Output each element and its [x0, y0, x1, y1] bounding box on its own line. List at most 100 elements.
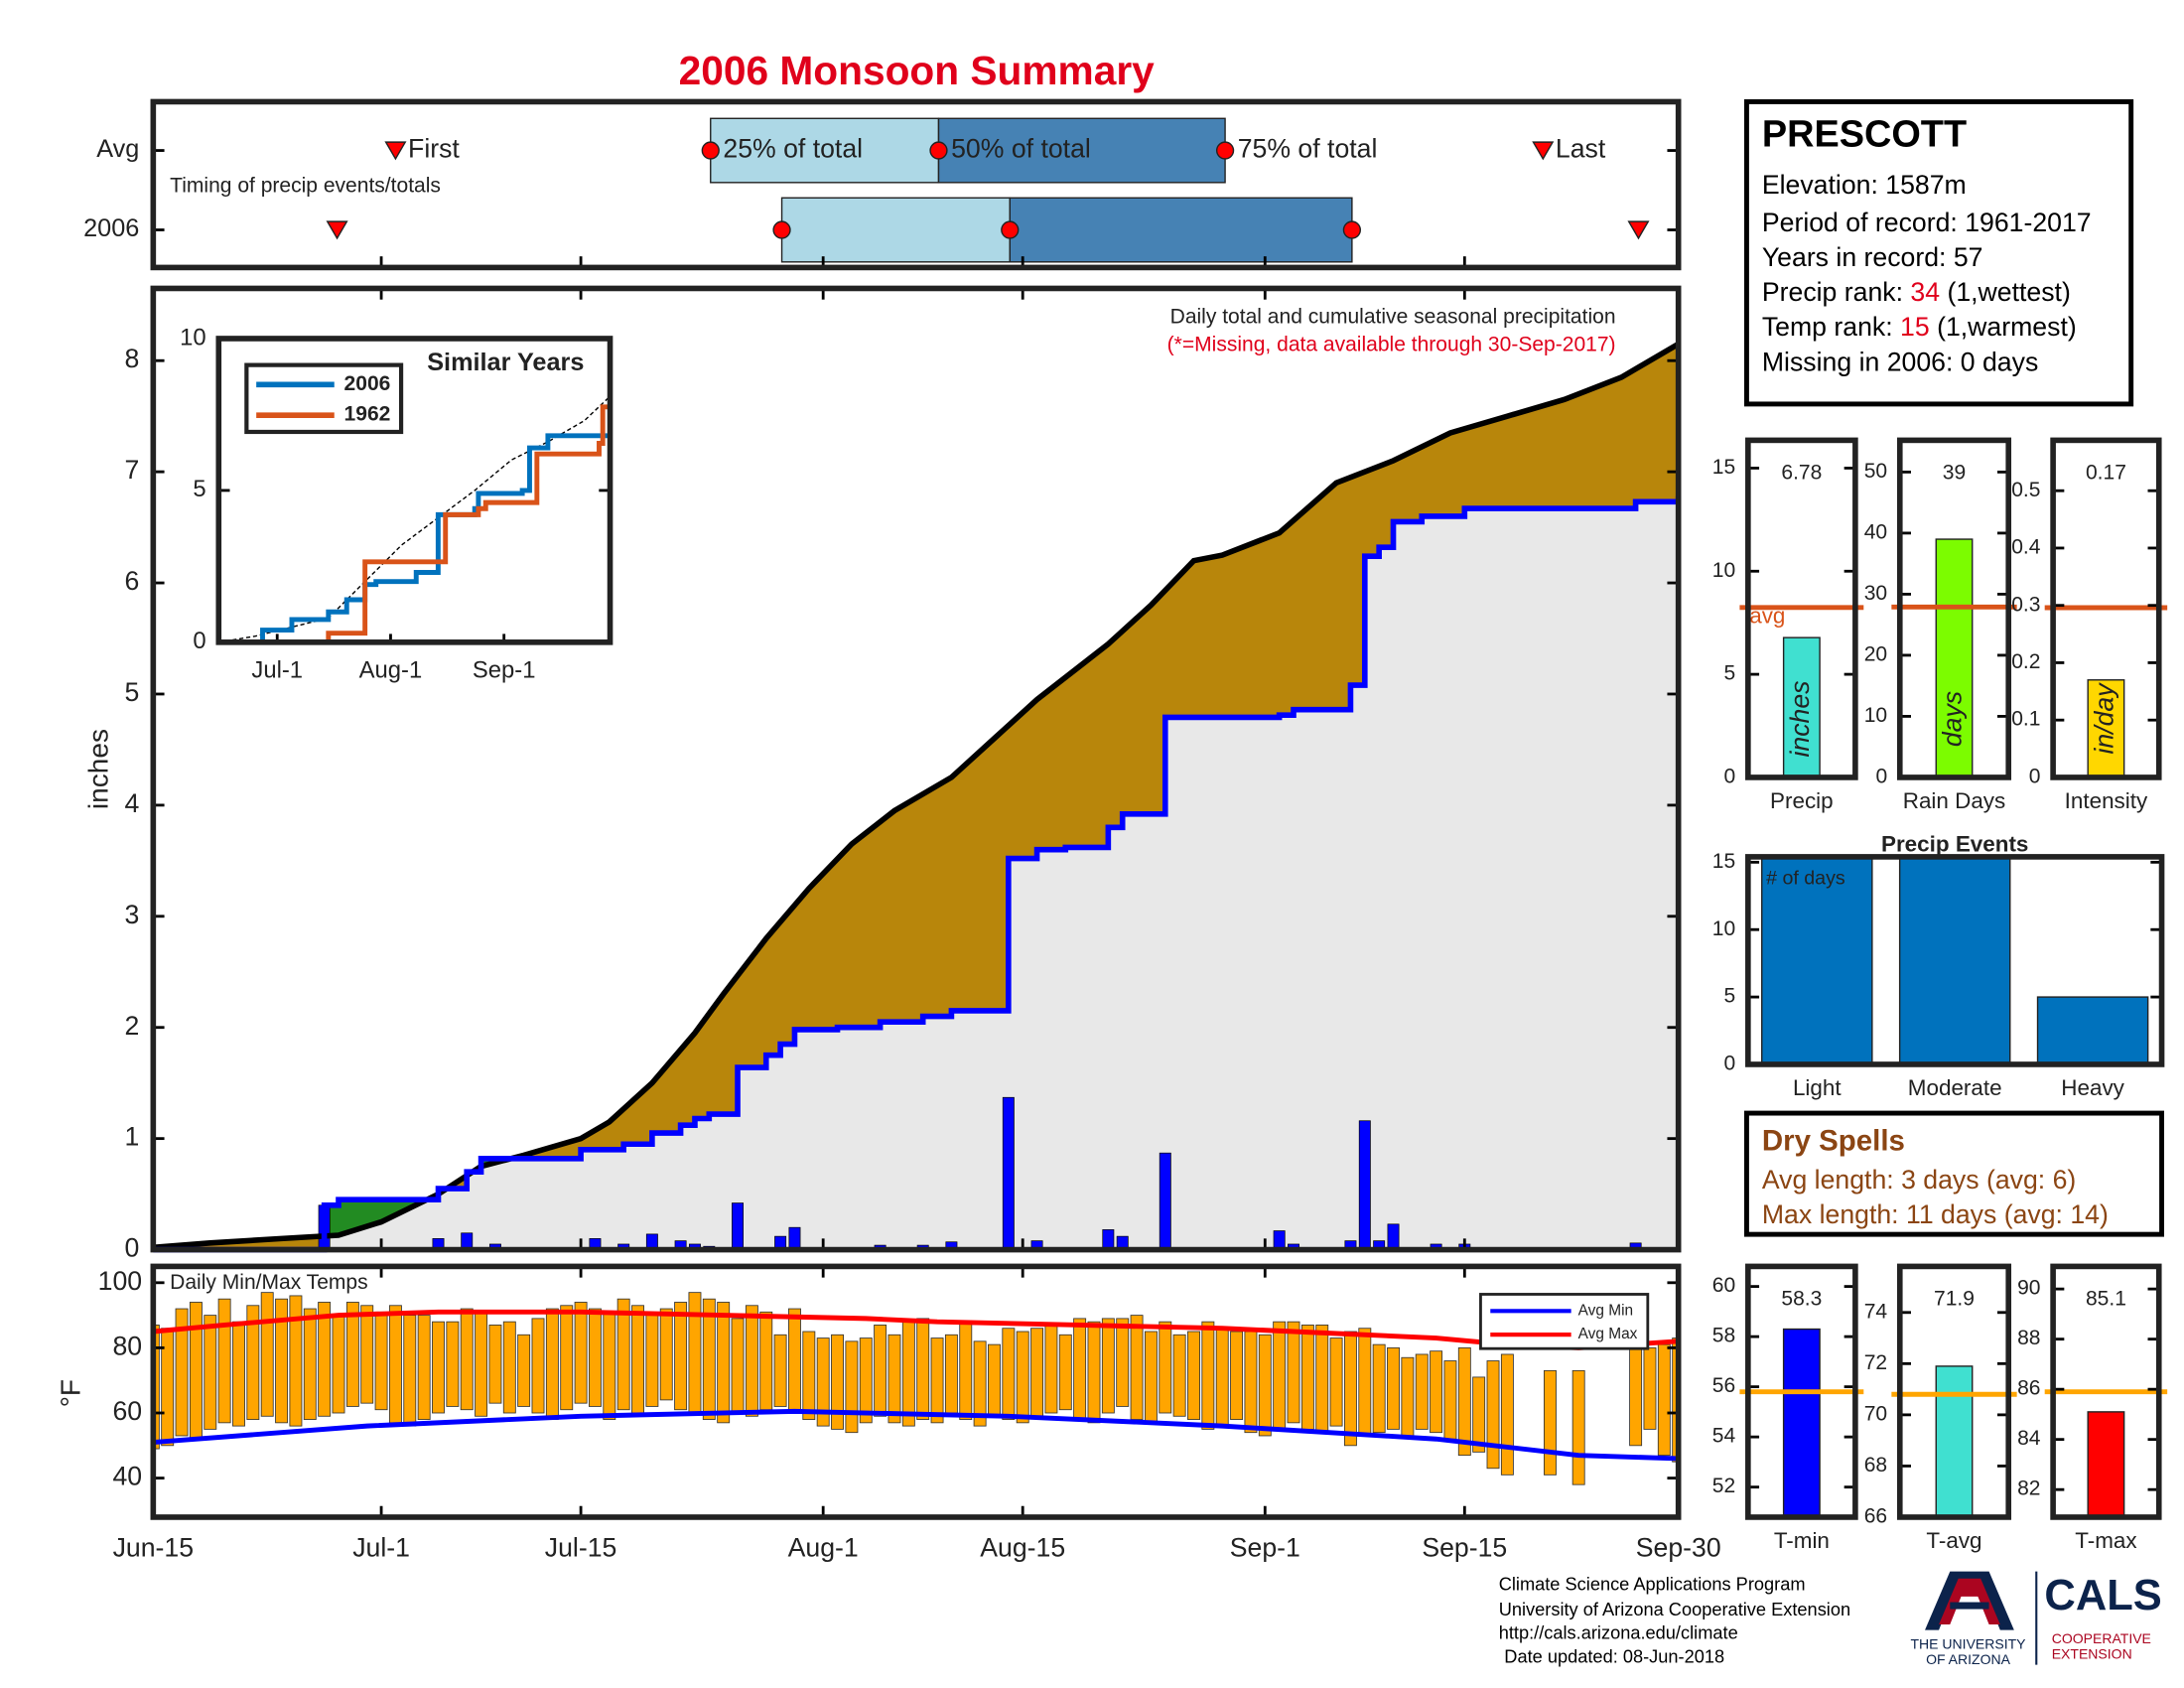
timing-marker	[1001, 220, 1020, 239]
station-line: Period of record: 1961-2017	[1762, 208, 2092, 237]
unit-label: days	[1938, 691, 1968, 747]
temp-bar	[1358, 1328, 1372, 1437]
temp-bar	[1016, 1331, 1029, 1424]
temp-bar	[374, 1311, 388, 1411]
rank-note: (1,warmest)	[1937, 312, 2077, 342]
y-tick-label: 58	[1712, 1325, 1735, 1347]
temp-bar	[731, 1318, 745, 1414]
cumulative-line	[153, 495, 1682, 1253]
station-box	[1743, 98, 2134, 407]
temp-bar	[1087, 1321, 1101, 1424]
temp-bar	[1343, 1331, 1357, 1447]
value-label: 71.9	[1934, 1288, 1975, 1311]
plot-area	[1761, 856, 2149, 1064]
plot-frame	[1896, 1263, 2012, 1520]
x-tick-label: Sep-1	[473, 657, 536, 684]
temp-bar	[332, 1315, 345, 1414]
avg-label: avg	[1749, 604, 1785, 629]
y-tick-label: 0.1	[2011, 708, 2040, 731]
y-tick-label: 86	[2017, 1377, 2040, 1400]
plot-area	[1782, 1328, 1821, 1517]
bar	[1761, 856, 1873, 1064]
y-tick-label: 10	[1712, 559, 1735, 582]
plot-frame	[2050, 1263, 2162, 1520]
dry-spells-line: Max length: 11 days (avg: 14)	[1762, 1199, 2109, 1229]
daily-bar	[1102, 1229, 1115, 1250]
temp-bar	[1500, 1353, 1514, 1476]
temp-bar	[1172, 1334, 1186, 1417]
temp-bar	[1472, 1376, 1486, 1453]
value-label: 6.78	[1781, 462, 1822, 485]
y-tick-label: 90	[2017, 1277, 2040, 1300]
temp-bar	[973, 1340, 987, 1427]
timing-marker	[326, 220, 348, 240]
plot-frame	[150, 285, 1682, 1253]
timing-bar	[780, 197, 1011, 263]
temp-bar	[1201, 1321, 1215, 1430]
plot-frame	[150, 1263, 1682, 1520]
temp-bar	[1230, 1331, 1244, 1420]
dry-spells-line: Avg length: 3 days (avg: 6)	[1762, 1165, 2076, 1195]
x-tick-label: Rain Days	[1903, 788, 2005, 813]
temp-bar	[1273, 1321, 1287, 1430]
temp-bar	[1101, 1318, 1115, 1414]
temp-bar	[545, 1308, 559, 1420]
temp-bar	[289, 1295, 303, 1427]
y-tick-label: 20	[1864, 642, 1887, 665]
bar	[1935, 1365, 1974, 1517]
plot-frame	[150, 98, 1682, 271]
temp-bar	[901, 1321, 915, 1427]
x-tick-label: Moderate	[1908, 1075, 2002, 1100]
y-tick-label: 68	[1864, 1454, 1887, 1477]
temp-bar	[388, 1305, 402, 1424]
ua-logo	[1925, 1571, 2014, 1630]
station-line: Elevation: 1587m	[1762, 170, 1967, 200]
temp-bar	[1130, 1315, 1144, 1420]
y-tick-label: 0.3	[2011, 593, 2040, 616]
temp-bar	[1258, 1334, 1272, 1437]
temp-bar	[831, 1334, 844, 1430]
temp-bar	[246, 1305, 260, 1420]
average-line	[218, 395, 612, 643]
inset-title: Similar Years	[427, 349, 584, 376]
temp-bar	[959, 1321, 973, 1420]
timing-label: 50% of total	[951, 134, 1091, 164]
x-tick-label: Jun-15	[113, 1532, 194, 1562]
y-tick-label: 70	[1864, 1402, 1887, 1425]
daily-bar	[1273, 1230, 1286, 1250]
temp-bar	[603, 1311, 616, 1420]
logo-name: CALS	[2044, 1572, 2161, 1619]
temp-bar	[930, 1337, 944, 1424]
temp-bar	[1315, 1325, 1329, 1434]
y-tick-label: 100	[98, 1266, 142, 1296]
y-tick-label: 10	[180, 324, 206, 351]
rank-value: 34	[1910, 277, 1940, 307]
y-tick-label: 0	[1724, 765, 1736, 787]
temp-bar	[1430, 1350, 1443, 1434]
rank-line: Temp rank: 15 (1,warmest)	[1762, 312, 2077, 342]
temp-bar	[1044, 1325, 1058, 1414]
timing-note: Timing of precip events/totals	[170, 175, 441, 198]
y-tick-label: 50	[1864, 460, 1887, 483]
temp-bar	[845, 1340, 859, 1434]
plot-frame	[2050, 437, 2162, 780]
dry-spells-title: Dry Spells	[1762, 1124, 1905, 1157]
temp-bar	[502, 1321, 516, 1414]
plot-area	[1935, 1365, 1974, 1517]
footer-line: University of Arizona Cooperative Extens…	[1499, 1599, 1850, 1619]
bar	[1935, 538, 1974, 777]
x-tick-label: Sep-1	[1230, 1532, 1300, 1562]
y-tick-label: 10	[1712, 917, 1735, 940]
temp-bar	[161, 1328, 175, 1447]
page-title: 2006 Monsoon Summary	[679, 48, 1156, 93]
y-tick-label: 0.4	[2011, 536, 2041, 559]
plot-frame	[1745, 854, 2165, 1067]
average-line	[153, 341, 1681, 1251]
rank-value: 15	[1900, 312, 1930, 342]
temp-bar	[688, 1292, 702, 1414]
plot-area	[153, 1292, 1679, 1485]
timing-bar	[937, 117, 1226, 184]
temp-bar	[318, 1302, 332, 1417]
